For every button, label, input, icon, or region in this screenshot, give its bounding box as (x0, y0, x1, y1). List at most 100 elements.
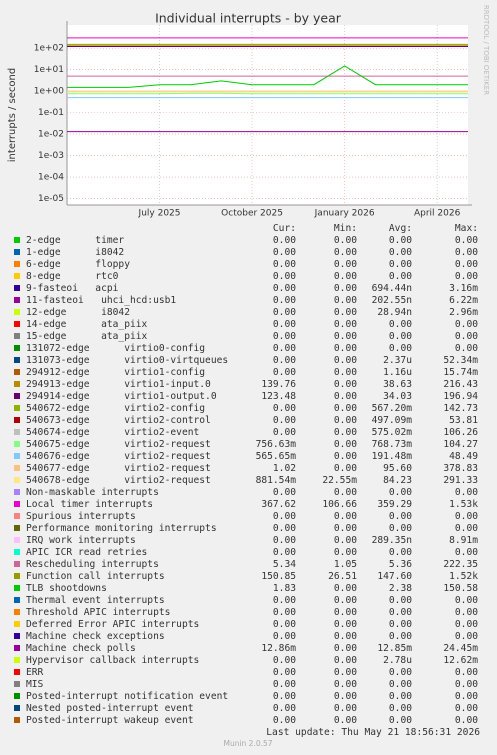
legend-stat: 84.23 (383, 475, 412, 486)
legend-column-header: Avg: (389, 223, 412, 234)
legend-stat: 0.00 (334, 307, 357, 318)
legend-stat: 0.00 (273, 319, 296, 330)
legend-stat: 0.00 (273, 679, 296, 690)
legend-stat: 52.34m (443, 355, 478, 366)
legend-swatch (14, 669, 20, 675)
legend-stat: 0.00 (273, 715, 296, 726)
legend-label: Posted-interrupt notification event (26, 691, 228, 702)
legend-stat: 0.00 (273, 331, 296, 342)
legend-stat: 0.00 (273, 343, 296, 354)
legend-label: 131073-edge virtio0-virtqueues (26, 355, 228, 366)
legend-stat: 2.96m (449, 307, 478, 318)
legend-stat: 0.00 (455, 715, 478, 726)
legend-stat: 0.00 (334, 655, 357, 666)
legend-stat: 0.00 (334, 295, 357, 306)
legend-stat: 0.00 (273, 271, 296, 282)
legend-stat: 0.00 (334, 235, 357, 246)
legend-stat: 0.00 (334, 439, 357, 450)
legend-swatch (14, 369, 20, 375)
x-tick-label: July 2025 (138, 209, 181, 219)
legend-stat: 0.00 (334, 619, 357, 630)
legend-swatch (14, 597, 20, 603)
legend-stat: 0.00 (273, 595, 296, 606)
legend-swatch (14, 417, 20, 423)
legend-stat: 0.00 (389, 259, 412, 270)
legend-swatch (14, 585, 20, 591)
legend-stat: 0.00 (334, 643, 357, 654)
plot-area (67, 25, 468, 205)
legend-stat: 26.51 (328, 571, 357, 582)
legend-stat: 0.00 (334, 607, 357, 618)
legend-stat: 104.27 (443, 439, 478, 450)
legend-stat: 881.54m (256, 475, 297, 486)
legend-stat: 0.00 (334, 511, 357, 522)
legend-stat: 0.00 (273, 619, 296, 630)
side-label: RRDTOOL / TOBI OETIKER (482, 5, 490, 95)
legend-label: 15-edge ata_piix (26, 331, 148, 342)
legend-label: 540678-edge virtio2-request (26, 475, 211, 486)
y-tick-label: 1e-03 (38, 151, 64, 161)
legend-swatch (14, 681, 20, 687)
legend-stat: 0.00 (273, 355, 296, 366)
legend-swatch (14, 501, 20, 507)
legend-stat: 0.00 (455, 691, 478, 702)
legend-stat: 0.00 (334, 523, 357, 534)
legend-stat: 150.58 (443, 583, 478, 594)
legend-stat: 0.00 (389, 319, 412, 330)
legend-stat: 0.00 (389, 595, 412, 606)
legend-stat: 0.00 (334, 319, 357, 330)
legend-label: 2-edge timer (26, 235, 124, 246)
legend-stat: 0.00 (455, 331, 478, 342)
legend-stat: 378.83 (443, 463, 478, 474)
legend-stat: 0.00 (334, 715, 357, 726)
legend-stat: 359.29 (377, 499, 412, 510)
legend-stat: 565.65m (256, 451, 297, 462)
legend-stat: 5.36 (389, 559, 412, 570)
legend-stat: 24.45m (443, 643, 478, 654)
legend-swatch (14, 525, 20, 531)
legend-stat: 0.00 (273, 427, 296, 438)
legend-stat: 0.00 (334, 451, 357, 462)
legend-stat: 38.63 (383, 379, 412, 390)
legend-stat: 0.00 (334, 331, 357, 342)
legend-stat: 12.85m (377, 643, 412, 654)
legend-stat: 1.53k (449, 499, 478, 510)
legend-label: 131072-edge virtio0-config (26, 343, 205, 354)
legend-stat: 12.62m (443, 655, 478, 666)
legend-stat: 0.00 (389, 607, 412, 618)
legend-stat: 2.78u (383, 655, 412, 666)
legend-label: Threshold APIC interrupts (26, 607, 170, 618)
legend-stat: 0.00 (273, 655, 296, 666)
legend-swatch (14, 549, 20, 555)
legend-label: Machine check polls (26, 643, 136, 654)
legend-swatch (14, 513, 20, 519)
legend-label: TLB shootdowns (26, 583, 107, 594)
legend-stat: 0.00 (455, 511, 478, 522)
legend-stat: 106.26 (443, 427, 478, 438)
legend-stat: 0.00 (389, 703, 412, 714)
legend-stat: 0.00 (389, 667, 412, 678)
legend-stat: 28.94n (377, 307, 412, 318)
legend-stat: 0.00 (273, 247, 296, 258)
y-axis-label: interrupts / second (7, 68, 18, 162)
legend-stat: 53.81 (449, 415, 478, 426)
legend-swatch (14, 429, 20, 435)
legend-stat: 48.49 (449, 451, 478, 462)
legend-stat: 0.00 (273, 691, 296, 702)
legend-swatch (14, 573, 20, 579)
legend-stat: 0.00 (273, 367, 296, 378)
legend-stat: 191.48m (372, 451, 413, 462)
legend-stat: 367.62 (261, 499, 296, 510)
legend-stat: 0.00 (273, 667, 296, 678)
legend-stat: 0.00 (389, 331, 412, 342)
legend-label: 294912-edge virtio1-config (26, 367, 205, 378)
legend-stat: 0.00 (389, 343, 412, 354)
legend-stat: 196.94 (443, 391, 478, 402)
legend-stat: 0.00 (334, 631, 357, 642)
legend-stat: 0.00 (455, 595, 478, 606)
legend-stat: 0.00 (273, 607, 296, 618)
legend-swatch (14, 345, 20, 351)
legend-stat: 0.00 (455, 667, 478, 678)
y-tick-label: 1e+01 (34, 65, 64, 75)
